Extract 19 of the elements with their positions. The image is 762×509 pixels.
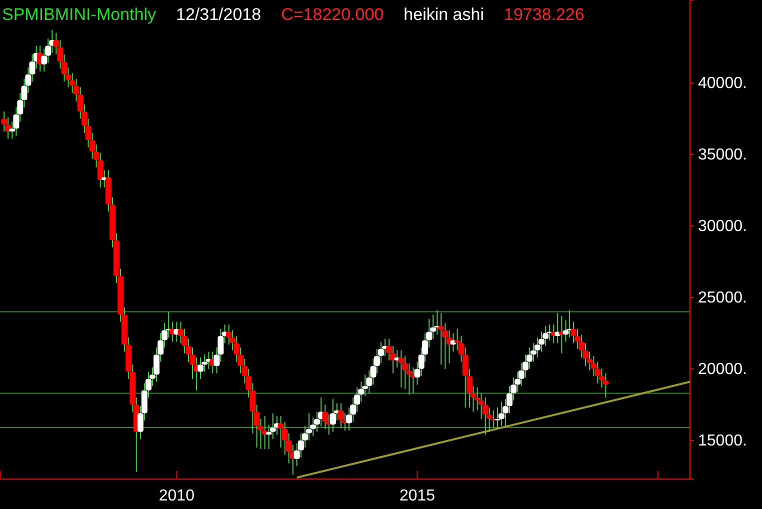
- candlestick: [330, 398, 336, 432]
- annotation: C=18220.000: [281, 5, 384, 24]
- candlestick: [198, 356, 204, 380]
- y-tick-label: 40000.: [698, 75, 747, 92]
- candlestick: [482, 397, 488, 436]
- y-tick-label: 15000.: [698, 432, 747, 450]
- y-tick-label: 25000.: [698, 290, 747, 307]
- chart-title: SPMIBMINI-Monthly: [2, 5, 156, 24]
- candlestick: [438, 312, 444, 366]
- annotation: 12/31/2018: [176, 5, 262, 24]
- x-tick-label: 2010: [158, 487, 195, 504]
- annotation: heikin ashi: [404, 5, 484, 24]
- x-tick-label: 2015: [399, 487, 436, 504]
- candlestick: [338, 402, 344, 428]
- candlestick: [498, 401, 504, 427]
- annotation: 19738.226: [504, 5, 584, 24]
- y-tick-label: 30000.: [698, 218, 747, 236]
- y-tick-label: 20000.: [698, 361, 747, 378]
- y-tick-label: 35000.: [698, 146, 747, 164]
